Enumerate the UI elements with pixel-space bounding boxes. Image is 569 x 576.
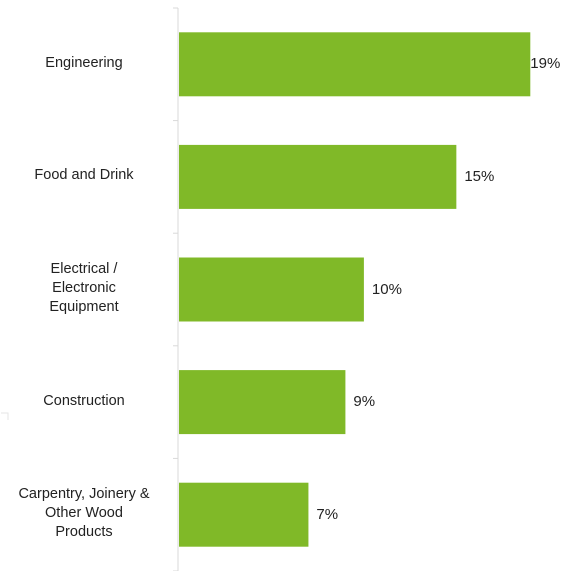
category-label: Engineering	[45, 54, 123, 71]
data-label: 7%	[316, 505, 339, 523]
bar	[179, 482, 309, 547]
decorative-mark	[1, 412, 9, 420]
category-label: Food and Drink	[34, 167, 134, 184]
bar	[179, 370, 346, 435]
bar	[179, 32, 531, 97]
bar	[179, 257, 364, 322]
category-label: Construction	[43, 392, 125, 409]
category-label: Carpentry, Joinery & Other Wood Products	[18, 486, 150, 541]
category-label: Electrical / Electronic Equipment	[49, 261, 119, 315]
bar	[179, 144, 457, 209]
data-label: 9%	[353, 393, 376, 411]
data-label: 15%	[464, 167, 495, 185]
data-label: 10%	[371, 280, 402, 298]
data-label: 19%	[530, 55, 561, 73]
